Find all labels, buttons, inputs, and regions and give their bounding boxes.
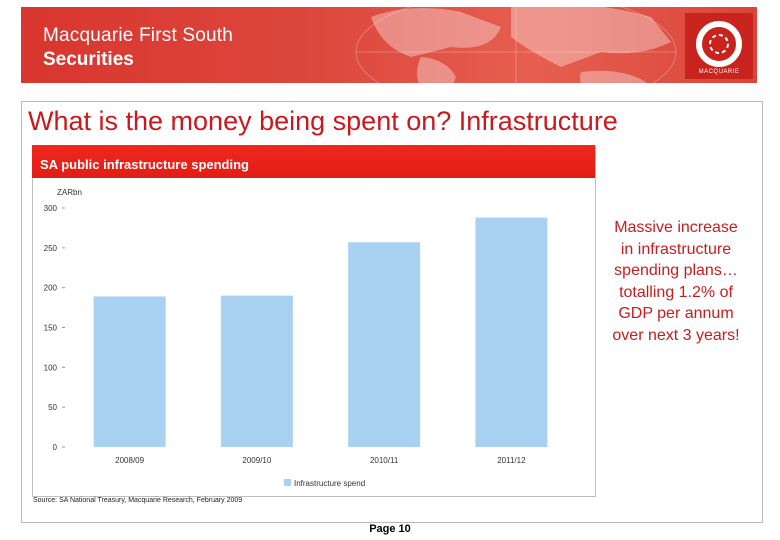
- bar-2011-12: [475, 217, 548, 447]
- x-tick-label: 2009/10: [242, 456, 271, 465]
- legend-label: Infrastructure spend: [294, 479, 365, 488]
- company-name: Macquarie First South: [43, 25, 234, 46]
- y-tick-label: 50: [48, 403, 57, 412]
- y-tick-label: 250: [44, 244, 58, 253]
- legend: Infrastructure spend: [284, 479, 365, 488]
- source-note: Source: SA National Treasury, Macquarie …: [33, 497, 243, 504]
- y-tick-label: 100: [44, 363, 58, 372]
- company-subname: Securities: [43, 49, 134, 70]
- bar-2009-10: [220, 295, 293, 447]
- page-number: Page 10: [369, 523, 411, 535]
- world-map-graphic: [355, 7, 677, 83]
- legend-swatch: [284, 479, 291, 486]
- header-banner: Macquarie First South Securities MACQUAR…: [21, 7, 757, 83]
- y-tick-label: 200: [44, 284, 58, 293]
- y-tick-label: 0: [53, 443, 58, 452]
- bars: [93, 217, 548, 447]
- logo-text: MACQUARIE: [698, 69, 740, 75]
- slide-title: What is the money being spent on? Infras…: [28, 106, 618, 136]
- x-tick-label: 2011/12: [497, 456, 526, 465]
- chart-title: SA public infrastructure spending: [40, 157, 249, 172]
- callout-text: Massive increase in infrastructure spend…: [612, 219, 740, 344]
- x-tick-label: 2010/11: [370, 456, 399, 465]
- slide-frame: [21, 101, 763, 523]
- y-tick-label: 300: [44, 204, 58, 213]
- y-axis: 0 50 100 150 200 250 300: [44, 204, 65, 452]
- y-tick-label: 150: [44, 324, 58, 333]
- y-axis-label: ZARbn: [57, 188, 82, 197]
- bar-2010-11: [348, 242, 421, 447]
- bar-2008-09: [93, 296, 166, 447]
- x-tick-label: 2008/09: [115, 456, 144, 465]
- chart-header: [32, 145, 595, 178]
- macquarie-logo: [685, 13, 753, 79]
- x-axis-labels: 2008/09 2009/10 2010/11 2011/12: [115, 456, 526, 465]
- logo-ring-icon: [696, 21, 742, 67]
